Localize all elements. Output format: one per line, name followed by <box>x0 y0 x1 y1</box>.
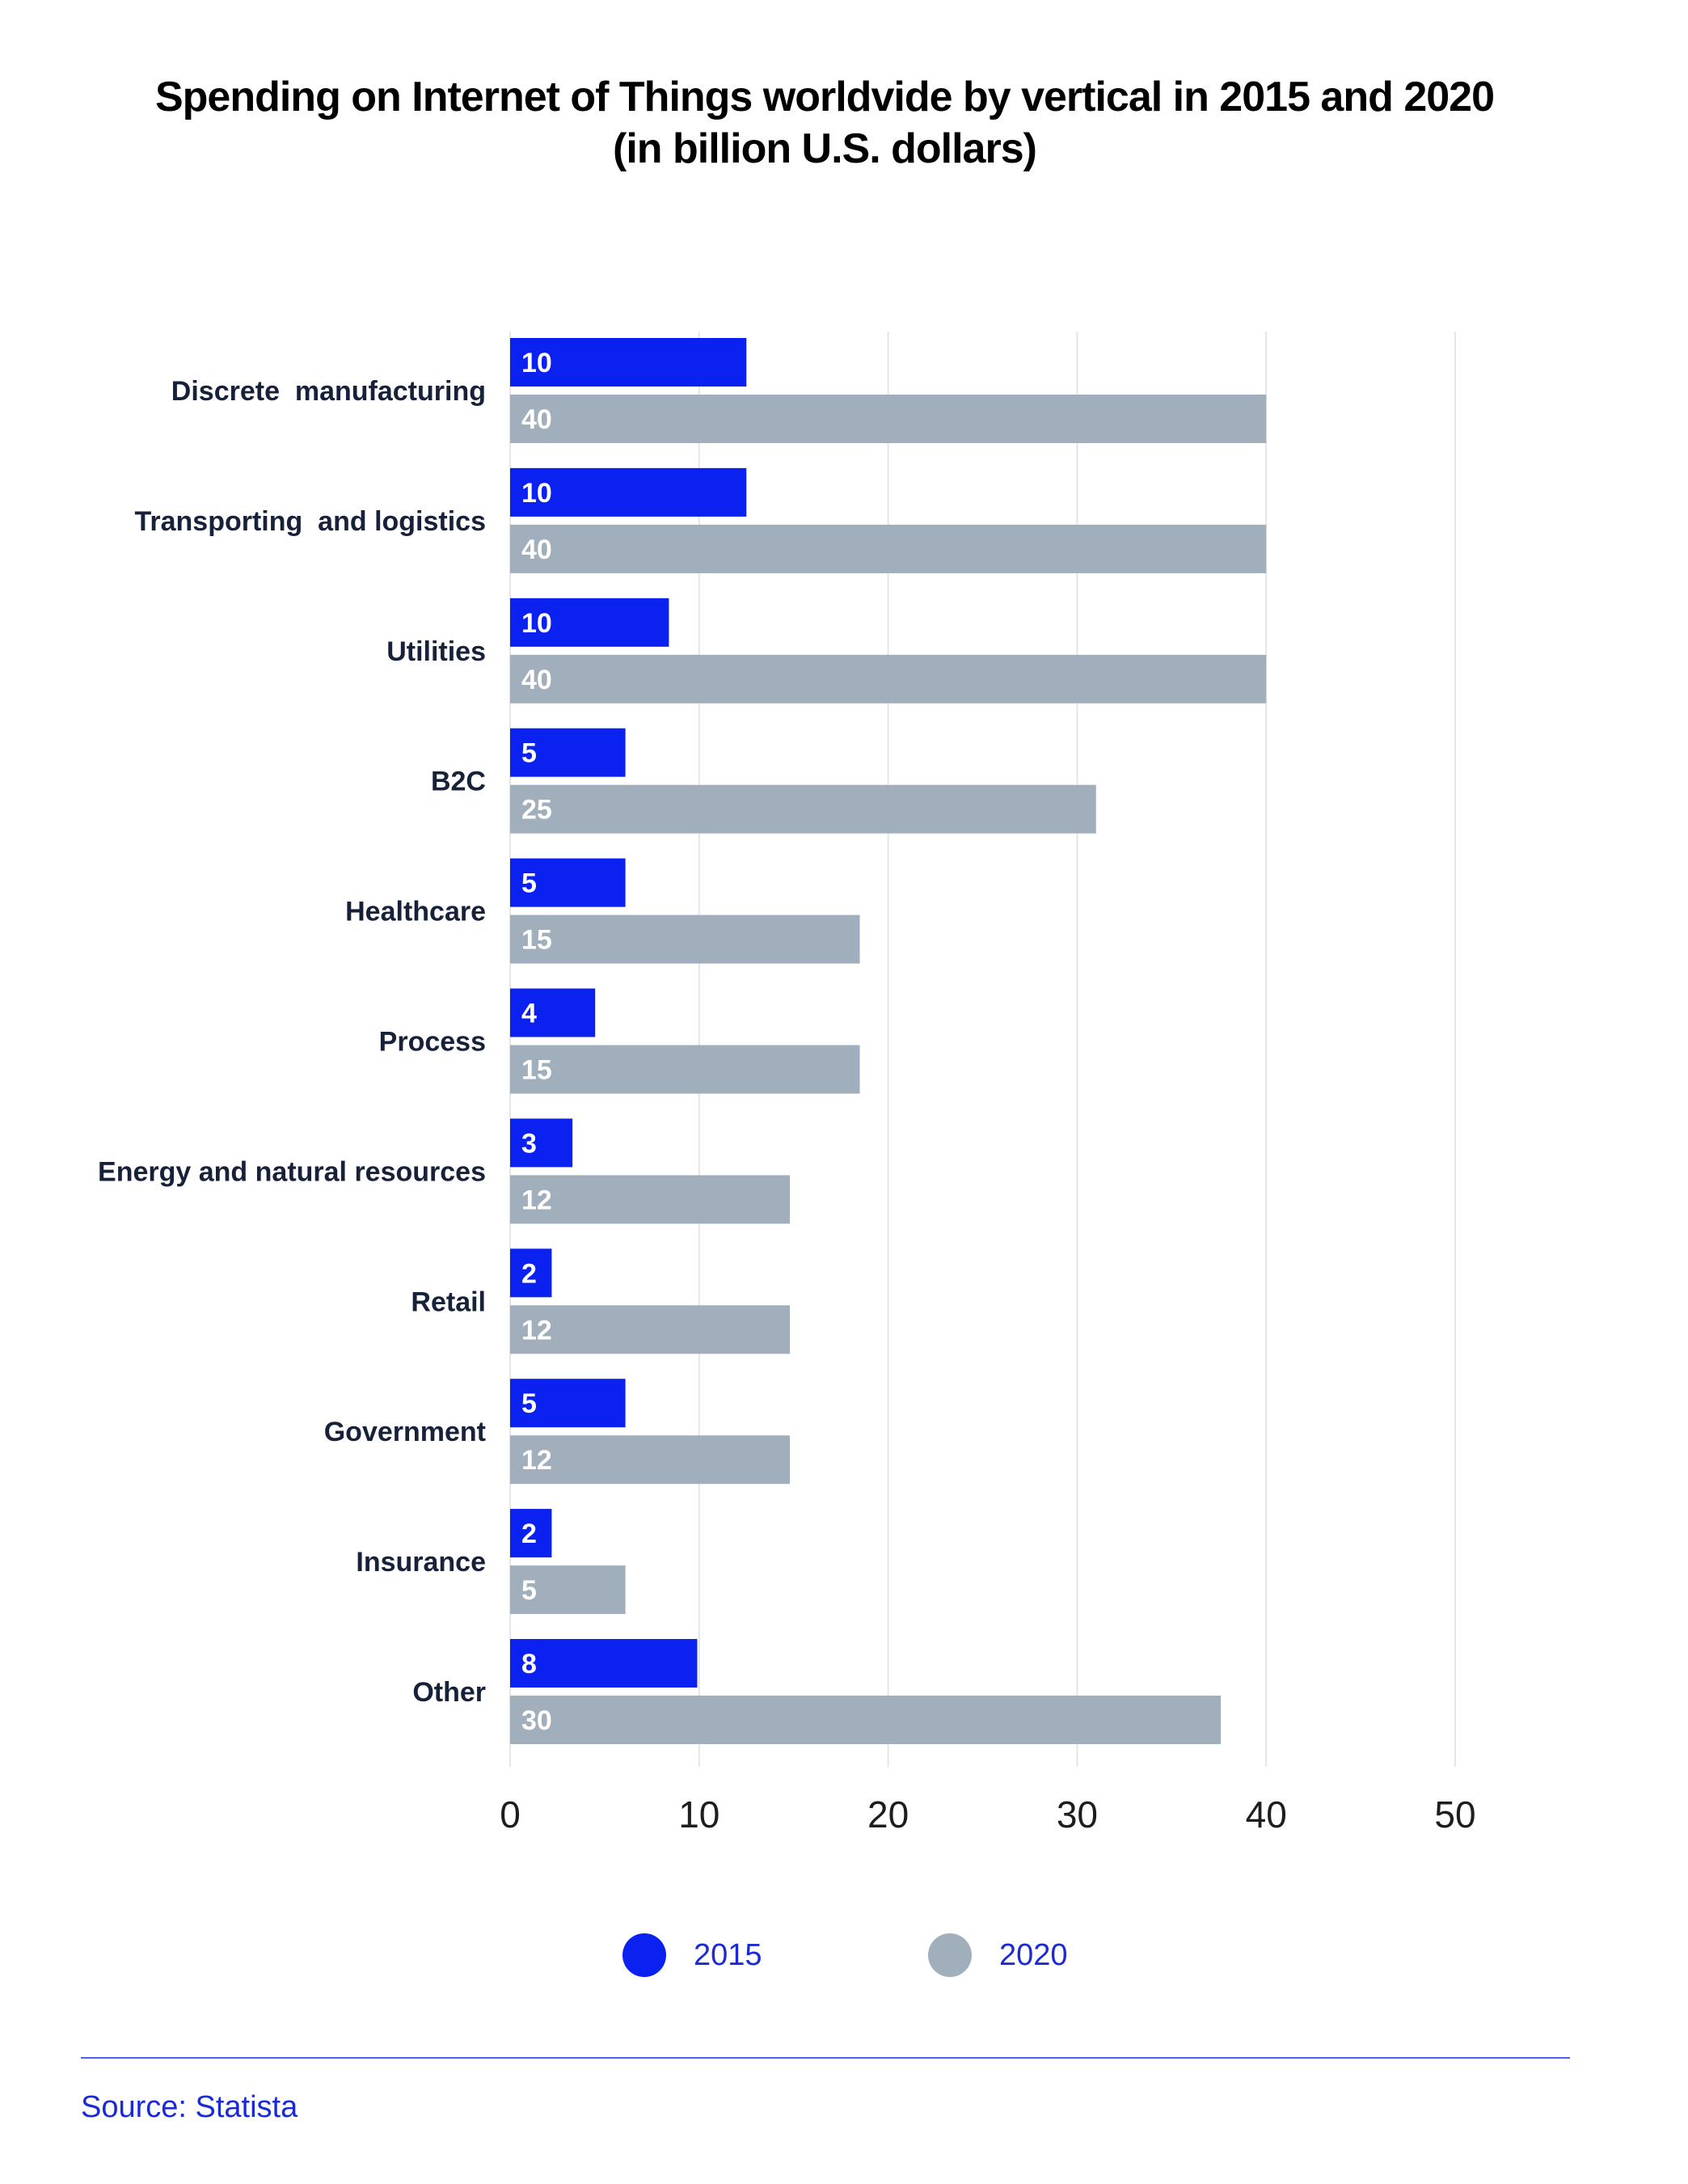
legend-marker-2015 <box>622 1933 666 1977</box>
bar-label-2015-2: 10 <box>521 478 552 509</box>
x-tick-label: 20 <box>867 1793 909 1835</box>
category-label: Insurance <box>356 1547 486 1578</box>
category-label: Process <box>379 1027 486 1058</box>
x-tick-label: 30 <box>1057 1793 1098 1835</box>
x-tick-label: 0 <box>500 1793 521 1835</box>
bar-label-2015-5: 5 <box>521 868 537 899</box>
bar-label-2015-10: 2 <box>521 1519 537 1549</box>
bar-2020-4 <box>510 784 1096 834</box>
legend-label-2015: 2015 <box>694 1937 762 1972</box>
bar-2020-7 <box>510 1175 791 1224</box>
chart-title-line-2: (in billion U.S. dollars) <box>613 125 1037 172</box>
bar-2020-5 <box>510 915 860 964</box>
bar-2020-10 <box>510 1565 626 1615</box>
bar-label-2020-10: 5 <box>521 1575 537 1606</box>
bar-2020-6 <box>510 1045 860 1094</box>
x-axis-ticks: 0 10 20 30 40 50 <box>500 1793 1475 1835</box>
chart-title-line-1: Spending on Internet of Things worldvide… <box>154 74 1495 120</box>
category-label: B2C <box>431 767 486 797</box>
bar-2015-4 <box>510 728 626 777</box>
source-note: Source: Statista <box>81 2090 298 2124</box>
bar-2020-11 <box>510 1696 1222 1744</box>
category-label: Energy and natural resources <box>98 1156 486 1187</box>
bar-2015-5 <box>510 858 626 907</box>
legend-item-2015: 2015 <box>622 1931 762 1979</box>
category-label: Retail <box>411 1286 486 1317</box>
bar-label-2020-11: 30 <box>521 1705 552 1736</box>
x-tick-label: 40 <box>1246 1793 1287 1835</box>
bar-2015-6 <box>510 988 596 1037</box>
bar-2015-1 <box>510 338 747 387</box>
bar-label-2015-3: 10 <box>521 608 552 639</box>
bar-label-2015-7: 3 <box>521 1128 537 1159</box>
footer-divider <box>81 2057 1570 2059</box>
legend-marker-2020 <box>928 1933 972 1977</box>
category-label: Government <box>324 1417 486 1447</box>
bar-label-2015-8: 2 <box>521 1258 537 1289</box>
bar-2015-7 <box>510 1118 573 1168</box>
bar-label-2015-11: 8 <box>521 1649 537 1679</box>
bar-label-2020-9: 12 <box>521 1445 552 1476</box>
chart-title: Spending on Internet of Things worldvide… <box>0 71 1649 175</box>
bar-label-2020-5: 15 <box>521 925 552 956</box>
bar-2015-9 <box>510 1379 626 1428</box>
bar-label-2020-3: 40 <box>521 665 552 695</box>
bar-label-2015-6: 4 <box>521 999 537 1029</box>
legend-item-2020: 2020 <box>928 1931 1068 1979</box>
bar-2015-8 <box>510 1248 552 1298</box>
category-label: Healthcare <box>345 897 486 927</box>
bar-2020-1 <box>510 395 1267 443</box>
bar-label-2020-2: 40 <box>521 534 552 565</box>
bar-label-2020-6: 15 <box>521 1055 552 1086</box>
bar-2015-11 <box>510 1639 698 1688</box>
bar-2015-3 <box>510 598 669 647</box>
bar-2020-9 <box>510 1435 791 1485</box>
bar-2015-2 <box>510 467 747 517</box>
bar-label-2015-4: 5 <box>521 738 537 769</box>
legend-label-2020: 2020 <box>999 1937 1068 1972</box>
x-tick-label: 50 <box>1434 1793 1475 1835</box>
bar-label-2015-1: 10 <box>521 348 552 378</box>
bar-2020-3 <box>510 654 1267 703</box>
bar-2020-8 <box>510 1305 791 1354</box>
bar-label-2020-4: 25 <box>521 795 552 826</box>
category-label: Other <box>412 1677 486 1708</box>
bar-label-2020-1: 40 <box>521 404 552 435</box>
category-label: Transporting and logistics <box>135 506 487 537</box>
category-label: Utilities <box>386 636 486 667</box>
bar-label-2020-8: 12 <box>521 1315 552 1345</box>
bar-2015-10 <box>510 1509 552 1558</box>
category-labels: Discrete manufacturing Transporting and l… <box>98 376 486 1708</box>
x-tick-label: 10 <box>678 1793 720 1835</box>
bar-label-2020-7: 12 <box>521 1185 552 1215</box>
category-label: Discrete manufacturing <box>171 376 486 407</box>
bar-2020-2 <box>510 524 1267 573</box>
bar-label-2015-9: 5 <box>521 1388 537 1419</box>
legend: 2015 2020 <box>0 1931 1649 1979</box>
